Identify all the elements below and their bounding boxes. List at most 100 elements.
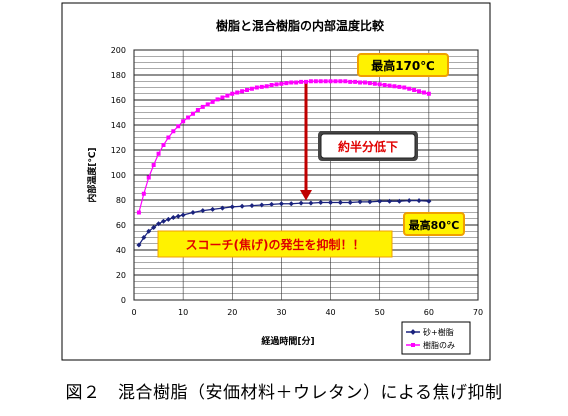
y-tick-label: 80 bbox=[116, 196, 126, 205]
data-point bbox=[328, 79, 333, 84]
data-point bbox=[176, 124, 181, 129]
data-point bbox=[288, 201, 294, 207]
data-point bbox=[367, 81, 372, 86]
data-point bbox=[175, 213, 181, 219]
y-tick-labels: 0 20 40 60 80 100 120 140 160 180 200 bbox=[111, 46, 126, 305]
data-point bbox=[338, 79, 343, 84]
data-point bbox=[200, 104, 205, 109]
data-point bbox=[337, 199, 343, 206]
data-point bbox=[294, 80, 299, 85]
data-point bbox=[215, 97, 220, 102]
data-point bbox=[318, 199, 324, 206]
data-point bbox=[259, 84, 264, 89]
reduction-arrow-head bbox=[300, 190, 312, 201]
data-point bbox=[160, 218, 167, 224]
data-point bbox=[269, 83, 274, 87]
data-point bbox=[313, 79, 318, 84]
data-point bbox=[284, 81, 289, 86]
data-point bbox=[421, 90, 426, 95]
data-point bbox=[239, 203, 245, 209]
data-point bbox=[299, 79, 304, 84]
data-point bbox=[358, 80, 363, 85]
x-tick-label: 50 bbox=[375, 308, 385, 317]
reduction-label: 約半分低下 bbox=[338, 139, 398, 154]
x-tick-label: 60 bbox=[424, 308, 434, 317]
data-point bbox=[136, 242, 142, 248]
data-point bbox=[235, 90, 240, 95]
data-point bbox=[396, 198, 402, 204]
data-point bbox=[165, 216, 171, 222]
data-point bbox=[205, 102, 210, 107]
y-tick-label: 20 bbox=[116, 271, 126, 280]
data-point bbox=[210, 99, 215, 104]
data-point bbox=[210, 206, 216, 212]
data-point bbox=[180, 212, 186, 218]
data-point bbox=[245, 88, 250, 92]
data-point bbox=[289, 80, 294, 85]
reduction-box bbox=[320, 133, 416, 159]
max-mixed-label: 最高80℃ bbox=[409, 218, 460, 232]
data-point bbox=[259, 202, 265, 208]
data-point bbox=[387, 83, 392, 88]
data-point bbox=[343, 79, 348, 84]
data-point bbox=[323, 79, 328, 84]
max-resin-box bbox=[357, 53, 449, 77]
chart-title: 樹脂と混合樹脂の内部温度比較 bbox=[216, 18, 385, 33]
data-point bbox=[200, 208, 206, 214]
data-point bbox=[278, 201, 284, 207]
data-point bbox=[230, 91, 235, 96]
data-point bbox=[146, 175, 151, 180]
data-point bbox=[362, 80, 367, 85]
data-point bbox=[220, 95, 225, 100]
data-point bbox=[156, 151, 161, 156]
data-point bbox=[240, 89, 245, 94]
y-tick-label: 140 bbox=[111, 121, 126, 130]
data-point bbox=[254, 85, 259, 90]
x-tick-label: 10 bbox=[178, 308, 188, 317]
data-point bbox=[392, 84, 397, 89]
legend-marker-1 bbox=[411, 343, 415, 347]
x-tick-labels: 0 10 20 30 40 50 60 70 bbox=[131, 308, 483, 317]
annotation-max-resin: 最高170℃ bbox=[357, 53, 449, 77]
legend-box bbox=[401, 321, 471, 355]
figure-caption: 図２ 混合樹脂（安価材料＋ウレタン）による焦げ抑制 bbox=[65, 383, 503, 403]
data-point bbox=[377, 82, 382, 87]
data-point bbox=[141, 234, 147, 241]
data-point bbox=[195, 108, 200, 112]
data-point bbox=[225, 93, 230, 98]
suppression-box bbox=[157, 230, 393, 258]
annotation-arrow bbox=[300, 83, 312, 201]
data-point bbox=[397, 84, 402, 89]
data-point bbox=[372, 81, 377, 86]
data-point bbox=[308, 79, 313, 84]
y-tick-label: 180 bbox=[111, 71, 126, 80]
data-point bbox=[264, 84, 269, 89]
annotation-max-mixed: 最高80℃ bbox=[403, 212, 465, 236]
data-point bbox=[156, 221, 162, 227]
data-point bbox=[249, 86, 254, 91]
data-point bbox=[318, 79, 323, 84]
data-point bbox=[382, 83, 387, 87]
data-point bbox=[274, 82, 279, 87]
data-point bbox=[353, 79, 358, 84]
data-point bbox=[308, 200, 314, 206]
y-tick-label: 120 bbox=[111, 146, 126, 155]
x-tick-label: 40 bbox=[325, 308, 335, 317]
y-tick-label: 100 bbox=[111, 171, 126, 180]
data-point bbox=[151, 163, 156, 167]
y-tick-label: 0 bbox=[121, 296, 126, 305]
legend-label-1: 樹脂のみ bbox=[423, 340, 455, 350]
y-tick-label: 40 bbox=[116, 246, 126, 255]
y-tick-label: 160 bbox=[111, 96, 126, 105]
annotation-reduction: 約半分低下 bbox=[318, 131, 418, 161]
data-point bbox=[186, 115, 191, 120]
x-tick-label: 20 bbox=[227, 308, 237, 317]
data-point bbox=[426, 91, 431, 96]
data-point bbox=[304, 79, 308, 84]
x-tick-label: 30 bbox=[276, 308, 286, 317]
data-point bbox=[181, 119, 186, 124]
data-point bbox=[141, 191, 146, 196]
data-point bbox=[190, 111, 195, 116]
suppression-label: スコーチ(焦げ)の発生を抑制！！ bbox=[186, 237, 365, 252]
data-point bbox=[166, 135, 171, 140]
